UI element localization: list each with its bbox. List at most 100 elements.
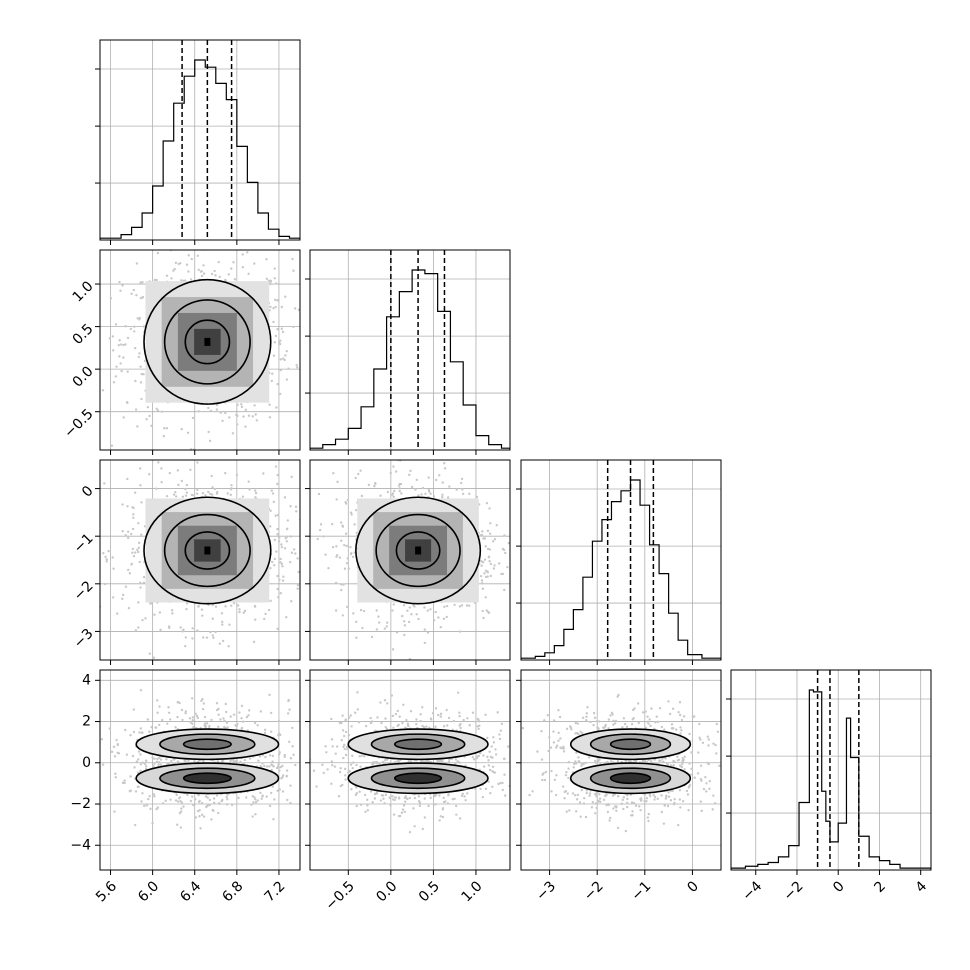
scatter-point [501, 572, 505, 576]
scatter-point [269, 791, 273, 795]
scatter-point [187, 759, 190, 763]
scatter-point [286, 519, 289, 522]
scatter-point [148, 652, 152, 655]
scatter-point [303, 598, 305, 600]
scatter-point [478, 720, 481, 723]
scatter-point [120, 343, 123, 346]
scatter-point [178, 701, 181, 705]
scatter-point [109, 297, 113, 300]
scatter-point [126, 370, 129, 373]
contour-line [159, 767, 256, 790]
scatter-point [131, 506, 134, 509]
scatter-point [141, 619, 144, 622]
scatter-point [205, 722, 209, 725]
scatter-point [292, 548, 296, 551]
scatter-point [164, 799, 167, 802]
scatter-point [240, 717, 243, 720]
scatter-point [139, 581, 142, 585]
scatter-point [284, 295, 287, 298]
scatter-point [225, 795, 228, 799]
scatter-point [476, 755, 479, 758]
scatter-point [404, 726, 407, 729]
scatter-point [272, 320, 275, 324]
scatter-point [344, 774, 347, 777]
scatter-point [257, 759, 260, 762]
scatter-point [276, 574, 279, 578]
scatter-point [634, 804, 638, 807]
scatter-point [499, 781, 502, 785]
scatter-point [276, 513, 280, 517]
scatter-point [474, 720, 477, 724]
scatter-point [178, 811, 182, 815]
scatter-point [280, 562, 284, 566]
scatter-point [124, 325, 127, 328]
scatter-point [532, 565, 534, 567]
scatter-point [122, 356, 125, 359]
scatter-point [287, 699, 290, 703]
scatter-point [276, 473, 279, 477]
scatter-point [245, 715, 249, 719]
scatter-point [488, 560, 491, 563]
scatter-point [441, 807, 445, 810]
scatter-point [479, 787, 482, 791]
scatter-point [279, 765, 283, 769]
y-tick-label: −0.5 [61, 406, 96, 441]
scatter-point [446, 496, 450, 499]
scatter-point [482, 616, 485, 620]
scatter-point [427, 804, 430, 808]
scatter-point [428, 490, 431, 493]
scatter-point [297, 570, 300, 574]
scatter-point [280, 543, 283, 546]
scatter-point [265, 795, 268, 798]
scatter-point [518, 552, 520, 554]
scatter-point [241, 720, 245, 723]
contour-line [184, 531, 231, 570]
scatter-point [514, 747, 516, 749]
scatter-point [242, 611, 245, 615]
scatter-point [153, 757, 156, 760]
scatter-point [184, 487, 187, 491]
scatter-point [114, 772, 117, 775]
scatter-point [138, 731, 141, 734]
scatter-point [277, 540, 281, 543]
scatter-point [499, 729, 503, 732]
x-tick-label: 1.0 [459, 878, 486, 905]
scatter-point [289, 535, 293, 538]
scatter-point [142, 325, 146, 328]
scatter-point [125, 753, 129, 756]
scatter-point [155, 487, 158, 490]
scatter-point [409, 469, 412, 473]
scatter-point [251, 815, 254, 818]
panel-frame [99, 39, 301, 241]
scatter-point [415, 613, 418, 616]
scatter-point [392, 465, 395, 468]
scatter-point [417, 795, 421, 798]
scatter-point [436, 713, 440, 717]
contour-line [182, 772, 232, 785]
scatter-point [341, 614, 345, 617]
x-tick-label: 7.2 [262, 878, 289, 905]
scatter-point [472, 758, 476, 761]
scatter-point [226, 793, 229, 796]
scatter-point [487, 764, 491, 767]
scatter-point [503, 588, 506, 592]
scatter-point [421, 706, 424, 709]
scatter-point [454, 758, 458, 761]
scatter-point [215, 408, 219, 411]
scatter-point [442, 796, 445, 800]
scatter-point [137, 626, 140, 629]
scatter-point [403, 633, 406, 637]
scatter-point [503, 794, 507, 797]
scatter-point [143, 804, 146, 808]
scatter-point [281, 776, 284, 779]
scatter-point [278, 342, 282, 346]
scatter-point [330, 738, 334, 741]
scatter-point [419, 719, 422, 723]
scatter-point [196, 488, 199, 492]
scatter-point [184, 760, 187, 763]
scatter-point [220, 760, 224, 763]
scatter-point [669, 764, 673, 767]
scatter-point [515, 556, 517, 558]
panel-frame [99, 249, 301, 451]
